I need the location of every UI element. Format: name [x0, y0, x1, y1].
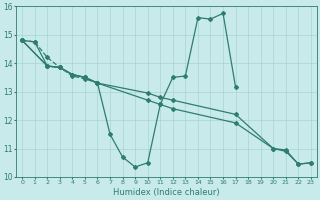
- X-axis label: Humidex (Indice chaleur): Humidex (Indice chaleur): [113, 188, 220, 197]
